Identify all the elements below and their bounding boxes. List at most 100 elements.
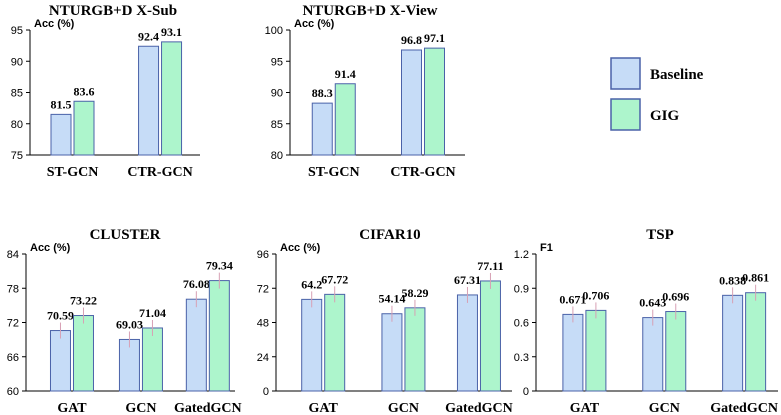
y-tick-label: 85: [271, 119, 283, 131]
data-label: 71.04: [139, 306, 166, 320]
bar-baseline-ctr-gcn: [401, 49, 422, 156]
y-axis-label: Acc (%): [294, 18, 335, 30]
y-axis-label: Acc (%): [34, 18, 75, 30]
x-tick-label: GCN: [649, 401, 680, 415]
x-tick-label: GCN: [125, 401, 156, 415]
x-tick-label: GCN: [388, 401, 419, 415]
x-tick-label: GatedGCN: [710, 401, 778, 415]
y-tick-label: 96: [257, 249, 269, 261]
x-tick-label: GatedGCN: [445, 401, 513, 415]
x-tick-label: CTR-GCN: [390, 165, 455, 180]
y-tick-label: 60: [7, 386, 19, 398]
data-label: 0.706: [582, 288, 609, 302]
data-label: 76.08: [183, 277, 210, 291]
data-label: 54.14: [378, 292, 405, 306]
bar-gig-st-gcn: [334, 83, 356, 156]
bar-baseline-gat: [49, 330, 71, 392]
y-tick-label: 66: [7, 352, 19, 364]
data-label: 97.1: [424, 31, 445, 45]
y-tick-label: 0.6: [514, 318, 529, 330]
y-tick-label: 72: [7, 318, 19, 330]
data-label: 67.31: [454, 273, 481, 287]
chart-title: TSP: [646, 227, 674, 243]
bar-baseline-gcn: [381, 313, 403, 392]
chart-title: NTURGB+D X-Sub: [49, 3, 177, 19]
data-label: 0.671: [559, 292, 586, 306]
bar-baseline-gatedgcn: [456, 294, 478, 392]
y-tick-label: 0: [523, 386, 529, 398]
bar-baseline-gatedgcn: [185, 298, 207, 392]
data-label: 83.6: [74, 84, 95, 98]
data-label: 64.2: [301, 277, 322, 291]
y-tick-label: 0.3: [514, 352, 529, 364]
data-label: 0.643: [639, 296, 666, 310]
bar-gig-gatedgcn: [208, 280, 230, 392]
y-axis-label: Acc (%): [30, 242, 71, 254]
bar-gig-gatedgcn: [479, 280, 501, 392]
data-label: 67.72: [321, 272, 348, 286]
y-tick-label: 90: [11, 56, 23, 68]
y-tick-label: 90: [271, 88, 283, 100]
y-tick-label: 95: [271, 56, 283, 68]
y-tick-label: 24: [257, 352, 269, 364]
bar-gig-gat: [324, 293, 346, 392]
bar-baseline-st-gcn: [311, 102, 333, 156]
bar-baseline-gcn: [642, 317, 664, 392]
y-tick-label: 75: [11, 150, 23, 162]
legend-swatch-baseline: [610, 57, 641, 90]
data-label: 0.861: [742, 271, 769, 285]
y-tick-label: 95: [11, 25, 23, 37]
y-tick-label: 80: [271, 150, 283, 162]
bar-gig-gat: [72, 315, 94, 392]
legend: Baseline GIG: [610, 57, 704, 131]
y-tick-label: 0.9: [514, 283, 529, 295]
y-tick-label: 48: [257, 318, 269, 330]
x-tick-label: GAT: [570, 401, 600, 415]
bar-baseline-gat: [562, 313, 584, 392]
data-label: 69.03: [116, 317, 143, 331]
y-tick-label: 1.2: [514, 249, 529, 261]
x-tick-label: ST-GCN: [308, 165, 360, 180]
y-axis-label: Acc (%): [280, 242, 321, 254]
y-axis-label: F1: [540, 242, 553, 254]
y-tick-label: 85: [11, 88, 23, 100]
data-label: 91.4: [335, 67, 356, 81]
x-tick-label: GAT: [309, 401, 339, 415]
data-label: 77.11: [477, 259, 503, 273]
data-label: 58.29: [401, 286, 428, 300]
bar-gig-gcn: [141, 327, 163, 392]
data-label: 92.4: [138, 29, 159, 43]
y-tick-label: 84: [7, 249, 19, 261]
data-label: 81.5: [51, 97, 72, 111]
data-label: 96.8: [401, 33, 422, 47]
bar-gig-gcn: [665, 311, 687, 392]
legend-label-baseline: Baseline: [650, 67, 704, 83]
chart-title: CIFAR10: [359, 227, 420, 243]
data-label: 88.3: [312, 86, 333, 100]
chart-5: TSPF100.30.60.91.2GAT0.6710.706GCN0.6430…: [514, 227, 778, 415]
bar-baseline-st-gcn: [50, 113, 72, 156]
data-label: 79.34: [206, 259, 233, 273]
chart-title: NTURGB+D X-View: [302, 3, 437, 19]
chart-title: CLUSTER: [90, 227, 161, 243]
data-label: 0.838: [719, 273, 746, 287]
bar-gig-gatedgcn: [745, 292, 767, 392]
bar-baseline-gat: [301, 298, 323, 392]
bar-gig-gat: [585, 309, 607, 392]
data-label: 0.696: [662, 290, 689, 304]
legend-label-gig: GIG: [650, 108, 680, 124]
data-label: 93.1: [161, 25, 182, 39]
x-tick-label: CTR-GCN: [127, 165, 192, 180]
y-tick-label: 72: [257, 283, 269, 295]
chart-4: CIFAR10 Acc (%) 0 24 48 72 96 GAT 64.2 67.72 GCN 54…: [257, 227, 513, 415]
data-label: 73.22: [70, 294, 97, 308]
data-label: 70.59: [47, 309, 74, 323]
legend-swatch-gig: [610, 98, 641, 131]
bar-gig-gcn: [404, 307, 426, 392]
bar-baseline-gatedgcn: [722, 294, 744, 392]
y-tick-label: 0: [263, 386, 269, 398]
